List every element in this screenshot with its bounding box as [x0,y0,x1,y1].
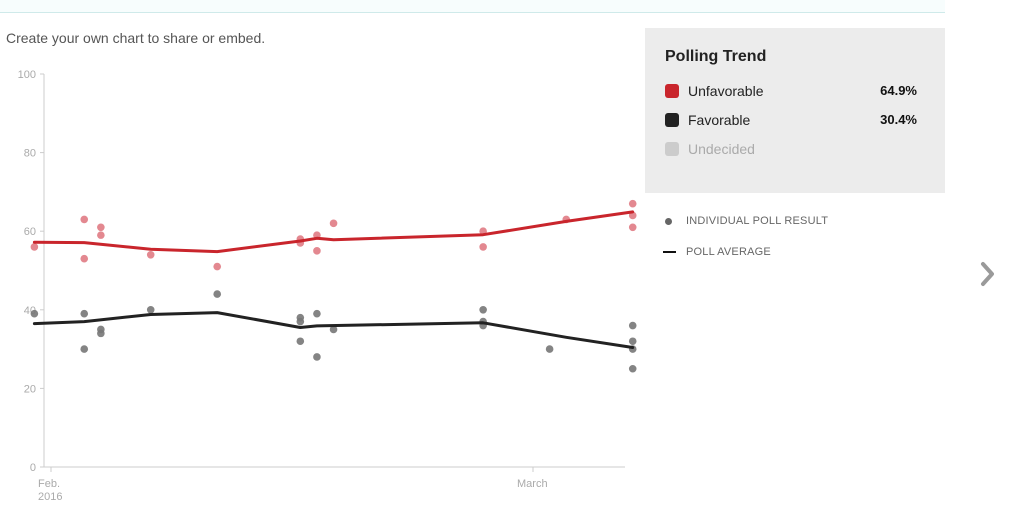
favorable-poll-point [296,317,305,326]
unfavorable-poll-point [329,219,338,228]
legend-label-unfavorable: Unfavorable [688,83,764,99]
y-tick-label: 100 [18,69,36,81]
favorable-poll-point [313,353,321,361]
legend-label-favorable: Favorable [688,112,751,128]
legend-label-undecided: Undecided [688,141,755,157]
unfavorable-poll-point [479,243,487,251]
favorable-poll-point [80,309,89,318]
unfavorable-average-line [32,210,635,254]
legend-item-undecided[interactable]: Undecided [665,141,917,159]
legend-value-unfavorable: 64.9% [880,83,917,98]
favorable-poll-point [628,321,637,330]
key-individual-label: INDIVIDUAL POLL RESULT [686,215,829,227]
unfavorable-poll-point [80,215,89,224]
key-average-label: POLL AVERAGE [686,246,771,258]
undecided-swatch [665,142,679,156]
legend-value-favorable: 30.4% [880,112,917,127]
share-caption: Create your own chart to share or embed. [6,30,266,46]
legend-item-favorable[interactable]: Favorable 30.4% [665,112,917,130]
y-tick-label: 80 [24,148,36,160]
poll-dot-icon [665,218,672,225]
unfavorable-poll-point [97,231,105,239]
unfavorable-poll-point [146,250,155,259]
unfavorable-swatch [665,84,679,98]
chevron-right-icon[interactable] [978,260,1000,288]
favorable-poll-point [296,337,305,346]
unfavorable-poll-point [213,262,222,271]
favorable-poll-point [313,309,321,318]
unfavorable-poll-point [628,199,637,208]
legend-item-unfavorable[interactable]: Unfavorable 64.9% [665,83,917,101]
x-tick-sublabel: 2016 [38,491,62,503]
average-line-icon [663,251,676,253]
favorable-poll-point [479,306,487,314]
top-rule [0,0,945,13]
favorable-swatch [665,113,679,127]
x-tick-label: March [517,478,548,490]
favorable-poll-point [97,329,105,338]
y-tick-label: 60 [24,226,36,238]
unfavorable-poll-point [97,223,105,232]
favorable-poll-point [213,290,222,298]
x-tick-label: Feb. [38,478,60,490]
favorable-poll-point [628,337,637,346]
favorable-poll-point [545,345,554,353]
y-tick-label: 20 [24,383,36,395]
favorable-poll-point [329,325,338,334]
unfavorable-poll-point [313,247,321,255]
favorable-average-line [32,311,635,349]
favorable-poll-point [80,345,89,353]
y-tick-label: 0 [30,462,36,474]
favorable-poll-point [628,364,637,373]
unfavorable-poll-point [628,223,637,232]
legend-title: Polling Trend [665,48,767,65]
legend-panel: Polling Trend Unfavorable 64.9% Favorabl… [645,28,945,193]
unfavorable-poll-point [30,243,39,251]
unfavorable-poll-point [80,254,89,263]
favorable-poll-point [146,306,155,314]
favorable-poll-point [30,309,39,318]
